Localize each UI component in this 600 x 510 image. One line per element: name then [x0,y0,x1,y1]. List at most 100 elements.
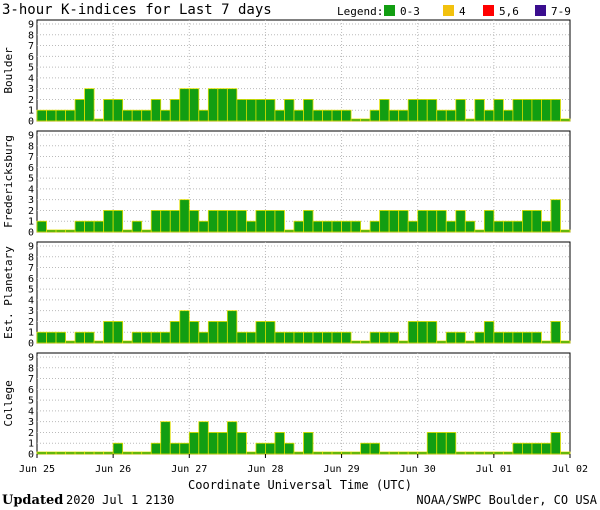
k-index-bar [122,109,133,122]
k-index-bar [541,99,552,122]
k-index-bar [379,99,390,122]
y-tick-label: 2 [28,206,34,217]
k-index-bar [455,210,466,233]
k-index-bar [303,210,314,233]
k-index-bar [169,99,181,122]
k-index-bar [150,442,162,455]
k-index-bar [483,210,495,233]
k-index-bar [341,220,352,233]
k-index-bar [531,99,542,122]
k-index-bar [331,331,342,344]
k-index-bar [455,451,466,455]
k-index-bar [522,442,533,455]
k-index-bar [160,331,171,344]
k-index-bar [445,109,457,122]
legend-label-0-3: 0-3 [400,5,420,18]
k-index-bar [407,220,419,233]
k-index-bar [198,331,209,344]
y-tick-label: 3 [28,417,34,428]
k-index-bar [122,340,133,344]
k-index-bar [122,229,133,233]
y-tick-label: 5 [28,285,34,296]
k-index-bar [131,451,143,455]
y-tick-label: 5 [28,396,34,407]
k-index-bar [550,99,561,122]
k-index-bar [226,310,238,344]
legend-swatch-5-6 [483,5,494,16]
k-index-bar [131,109,143,122]
k-index-bar [407,99,419,122]
legend-label-4: 4 [459,5,466,18]
k-index-bar [84,451,95,455]
y-tick-label: 5 [28,63,34,74]
y-tick-label: 4 [28,295,34,306]
k-index-bar [293,451,304,455]
k-index-bar [188,321,200,344]
y-tick-label: 6 [28,52,34,63]
k-index-bar [84,331,95,344]
k-index-bar [398,109,409,122]
k-index-bar [493,451,504,455]
series-label-est-planetary: Est. Planetary [2,246,15,339]
k-index-bar [445,331,457,344]
y-tick-label: 0 [28,228,34,239]
y-tick-label: 8 [28,252,34,263]
x-tick-label: Jun 28 [247,464,283,475]
k-index-bar [141,109,152,122]
k-index-bar [141,331,152,344]
k-index-bar [293,220,304,233]
chart-panels: 0123456789Boulder0123456789Fredericksbur… [2,19,571,461]
k-index-bar [322,331,333,344]
k-index-bar [265,321,276,344]
k-index-bar [74,99,85,122]
k-index-bar [464,220,476,233]
k-index-bar [541,442,552,455]
k-index-bar [407,451,419,455]
k-index-bar [522,99,533,122]
y-tick-label: 4 [28,73,34,84]
k-index-bar [417,321,428,344]
k-index-bar [265,442,276,455]
k-index-bar [426,99,438,122]
x-axis-tick-labels: Jun 25 Jun 26 Jun 27 Jun 28 Jun 29 Jun 30 Jul … [19,454,588,475]
updated-value: 2020 Jul 1 2130 [66,493,174,507]
k-index-bar [379,210,390,233]
k-index-bar [293,109,304,122]
k-index-bar [493,220,504,233]
k-index-bar [150,331,162,344]
y-tick-label: 2 [28,95,34,106]
k-index-bar [560,118,571,122]
k-index-bar [160,210,171,233]
k-index-bar [341,109,352,122]
y-tick-label: 0 [28,450,34,461]
k-index-bar [331,220,342,233]
k-index-bar [284,99,295,122]
legend-swatch-4 [443,5,454,16]
k-index-bar [103,99,114,122]
y-tick-label: 8 [28,363,34,374]
k-index-bar [226,421,238,455]
k-index-bar [426,321,438,344]
updated-label: Updated [2,493,63,508]
y-tick-label: 1 [28,217,34,228]
k-index-bar [36,109,47,122]
k-index-bar [388,210,400,233]
k-index-bar [417,451,428,455]
k-index-bar [512,220,523,233]
k-index-bar [312,451,323,455]
k-index-bar [112,210,124,233]
k-index-bar [226,88,238,122]
x-tick-label: Jul 02 [552,464,588,475]
y-tick-label: 3 [28,306,34,317]
k-index-bar [293,331,304,344]
k-index-bar [455,99,466,122]
k-index-bar [217,88,228,122]
k-index-bar [46,451,57,455]
k-index-bar [93,118,105,122]
y-tick-label: 1 [28,328,34,339]
k-index-bar [445,432,457,455]
k-index-bar [198,421,209,455]
k-index-bar [436,340,447,344]
k-index-bar [522,210,533,233]
